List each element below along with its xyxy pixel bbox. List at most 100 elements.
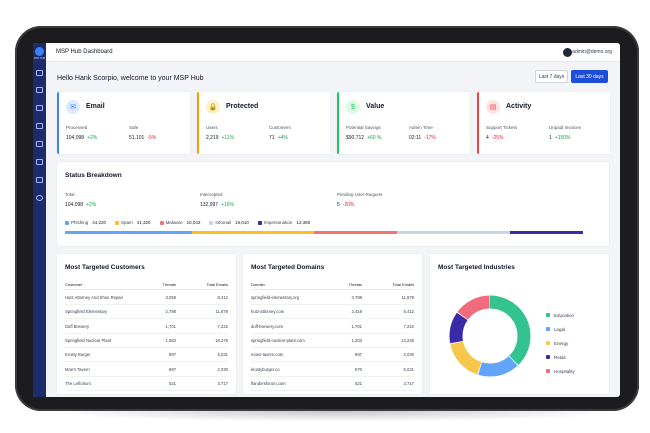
legend-item[interactable]: Education: [546, 308, 575, 322]
metric-label: Support Tickets: [486, 125, 518, 130]
row-threats: 897: [169, 352, 176, 358]
table-row[interactable]: Duff Brewery 1,701 7,222: [65, 321, 228, 334]
industries-legend: Education Legal Energy Retail Hospitality: [546, 308, 575, 378]
column-header[interactable]: Threats: [348, 282, 362, 287]
change-badge: +16%: [221, 202, 235, 208]
table-row[interactable]: hutz-attorney.com 2,419 8,412: [251, 306, 414, 320]
table-row[interactable]: Springfield Nuclear Plant 1,683 16,276: [65, 335, 228, 348]
row-name: Springfield Elementary: [65, 309, 108, 315]
column-header[interactable]: Domain: [251, 282, 265, 287]
table-row[interactable]: moes-tavern.com 897 2,030: [251, 349, 414, 363]
legend-item[interactable]: Energy: [546, 336, 575, 350]
section-title: Most Targeted Industries: [438, 264, 515, 271]
row-name: duff-brewery.com: [251, 323, 283, 329]
row-name: moes-tavern.com: [251, 352, 284, 358]
chart-icon: ▤: [486, 100, 500, 114]
table-row[interactable]: duff-brewery.com 1,701 7,222: [251, 321, 414, 334]
table-row[interactable]: springfield-nuclear-plant.com 1,203 14,225: [251, 335, 414, 348]
status-bar: [65, 231, 583, 234]
legend-item[interactable]: Phishing 44,220: [65, 220, 106, 225]
legend-label: Education: [554, 312, 575, 318]
legend-label: Energy: [554, 340, 569, 346]
last-30-days-button[interactable]: Last 30 days: [571, 70, 608, 83]
card-title: Value: [366, 103, 385, 110]
legend-swatch: [257, 220, 262, 225]
activity-card[interactable]: ▤ Activity Support Tickets 4 -25% Unpaid …: [477, 92, 610, 154]
metric-label: Customers: [269, 125, 291, 130]
row-name: Springfield Nuclear Plant: [65, 337, 112, 343]
row-threats: 3,788: [351, 295, 362, 300]
billing-icon[interactable]: [36, 177, 43, 183]
top-bar: MSP Hub Dashboard admin@demo.org: [46, 43, 620, 62]
table-row[interactable]: Krusty Burger 897 5,031: [65, 349, 228, 363]
row-threats: 1,701: [165, 323, 176, 329]
table-row[interactable]: Springfield Elementary 2,788 11,878: [65, 306, 229, 320]
row-name: springfield-nuclear-plant.com: [251, 337, 305, 343]
legend-item[interactable]: Impersonation 12,389: [257, 220, 311, 225]
table-row[interactable]: springfield-elementary.org 3,788 11,878: [251, 292, 414, 305]
legend-item[interactable]: Spam 41,320: [115, 220, 151, 225]
donut-slice-legal[interactable]: [449, 295, 531, 377]
legend-item[interactable]: Legal: [546, 322, 575, 336]
column-header[interactable]: Total Emails: [206, 282, 228, 287]
column-header[interactable]: Customer: [65, 282, 83, 287]
table-row[interactable]: Hutz Attorney And Shoe Repair 3,059 8,412: [65, 292, 228, 305]
last-7-days-button[interactable]: Last 7 days: [535, 70, 568, 83]
donut-slice-education[interactable]: [449, 295, 531, 377]
value-card[interactable]: $ Value Potential Savings $90,712 +60 % A…: [337, 92, 470, 154]
legend-item[interactable]: Hospitality: [546, 364, 575, 378]
legend-swatch: [159, 220, 164, 225]
row-threats: 521: [169, 380, 176, 386]
table-row[interactable]: The Leftorium 521 3,717: [65, 378, 228, 391]
protected-card[interactable]: 🔒 Protected Users 2,219 +11% Customers 71…: [197, 92, 330, 154]
legend-item[interactable]: Infomail 16,010: [209, 220, 249, 225]
row-total-emails: 2,030: [217, 366, 228, 372]
row-total-emails: 8,412: [403, 309, 414, 315]
column-header[interactable]: Total Emails: [392, 282, 414, 287]
app-screen: MSP HUB MSP Hub Dashboard admin@demo.org…: [33, 43, 620, 397]
avatar[interactable]: [563, 48, 572, 57]
row-threats: 1,701: [351, 323, 362, 329]
row-total-emails: 3,717: [403, 380, 414, 386]
domains-card: Most Targeted Domains Domain Threats Tot…: [243, 254, 422, 394]
table-row[interactable]: flandersforum.com 521 3,717: [251, 378, 414, 391]
status-bar-segment: [192, 231, 315, 234]
legend-item[interactable]: Malware 10,043: [159, 220, 200, 225]
row-total-emails: 5,031: [403, 366, 414, 372]
donut-slice-retail[interactable]: [449, 295, 531, 377]
status-bar-segment: [65, 231, 193, 234]
row-total-emails: 11,878: [215, 309, 229, 315]
section-title: Most Targeted Customers: [65, 264, 145, 271]
legend-item[interactable]: Retail: [546, 350, 575, 364]
table-row[interactable]: krustyburger.co 570 5,031: [251, 364, 414, 377]
app-title: MSP Hub Dashboard: [56, 49, 113, 55]
shield-icon[interactable]: [36, 141, 43, 147]
settings-icon[interactable]: [36, 195, 43, 201]
metric-label: Admin Time: [409, 125, 433, 130]
sidebar: MSP HUB: [33, 43, 46, 397]
customers-icon[interactable]: [36, 123, 43, 129]
table-row[interactable]: Moe's Tavern 897 2,030: [65, 364, 228, 377]
reports-icon[interactable]: [36, 159, 43, 165]
legend-label: Retail: [554, 354, 566, 360]
legend-label: Legal: [554, 326, 566, 332]
legend-swatch: [65, 220, 69, 225]
dashboard-icon[interactable]: [36, 70, 43, 76]
column-header[interactable]: Threats: [162, 282, 176, 287]
row-name: hutz-attorney.com: [251, 309, 285, 315]
change-badge: +60 %: [367, 135, 382, 141]
metric-value: 1 +150%: [549, 135, 571, 141]
mail-icon[interactable]: [36, 87, 43, 93]
metric-label: Safe: [129, 125, 139, 130]
metric-value: 71 +4%: [269, 135, 288, 141]
row-total-emails: 7,222: [217, 323, 228, 329]
logo-icon[interactable]: [35, 47, 44, 56]
document-icon[interactable]: [36, 105, 43, 111]
user-email[interactable]: admin@demo.org: [572, 49, 612, 55]
status-bar-segment: [397, 231, 510, 234]
legend-value: 12,389: [296, 220, 311, 225]
status-bar-segment: [509, 231, 583, 234]
change-badge: +150%: [554, 135, 571, 141]
email-card[interactable]: ✉ Email Processed 104,098 +2% Safe 51,101…: [57, 92, 190, 154]
industries-card: Most Targeted Industries Education Legal E…: [430, 254, 609, 394]
